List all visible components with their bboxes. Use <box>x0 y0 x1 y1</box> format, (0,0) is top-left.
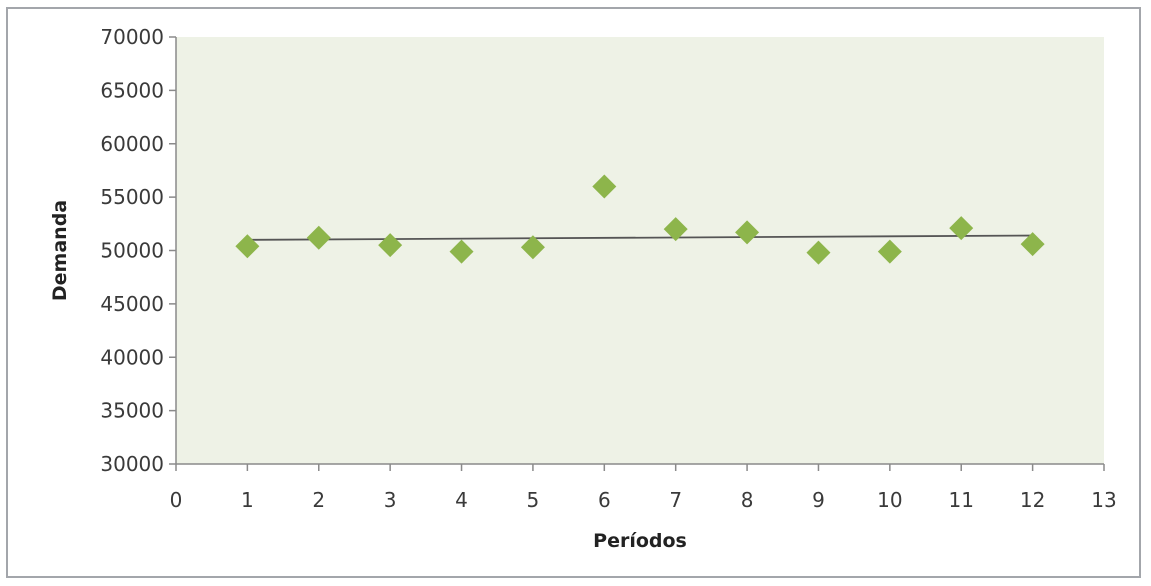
data-point-diamond <box>306 225 331 250</box>
data-point-diamond <box>806 240 831 265</box>
data-point-diamond <box>1020 232 1045 257</box>
x-tick-label: 5 <box>527 488 540 512</box>
data-point-diamond <box>449 239 474 264</box>
x-tick-label: 1 <box>241 488 254 512</box>
y-tick-label: 50000 <box>100 239 164 263</box>
trendline-group <box>247 234 1033 241</box>
x-tick-label: 13 <box>1091 488 1116 512</box>
plot-area <box>176 37 1104 464</box>
x-tick-label: 3 <box>384 488 397 512</box>
trendline <box>247 234 1033 241</box>
y-tick-label: 70000 <box>100 25 164 49</box>
x-tick-label: 2 <box>312 488 325 512</box>
y-axis: 30000 35000 40000 45000 50000 55000 60000 65000… <box>100 25 177 476</box>
data-point-diamond <box>949 216 974 241</box>
x-tick-label: 6 <box>598 488 611 512</box>
x-tick-label: 4 <box>455 488 468 512</box>
y-tick-label: 55000 <box>100 185 164 209</box>
x-axis: 0 1 2 3 4 5 6 7 8 9 10 11 12 13 <box>170 463 1117 512</box>
y-tick-label: 45000 <box>100 292 164 316</box>
y-axis-title: Demanda <box>49 200 71 301</box>
x-tick-label: 0 <box>170 488 183 512</box>
x-tick-label: 10 <box>877 488 902 512</box>
data-point-diamond <box>877 239 902 264</box>
y-tick-label: 30000 <box>100 452 164 476</box>
y-tick-label: 60000 <box>100 132 164 156</box>
data-point-diamond <box>235 234 260 259</box>
y-tick-label: 35000 <box>100 399 164 423</box>
x-tick-label: 8 <box>741 488 754 512</box>
x-tick-label: 7 <box>669 488 682 512</box>
data-point-diamond <box>735 220 760 245</box>
x-tick-label: 12 <box>1020 488 1045 512</box>
y-tick-label: 65000 <box>100 78 164 102</box>
x-tick-label: 9 <box>812 488 825 512</box>
x-tick-label: 11 <box>949 488 974 512</box>
data-point-diamond <box>663 217 688 242</box>
data-points <box>235 174 1045 265</box>
data-point-diamond <box>520 235 545 260</box>
data-point-diamond <box>592 174 617 199</box>
data-point-diamond <box>378 233 403 258</box>
y-tick-label: 40000 <box>100 345 164 369</box>
x-axis-title: Períodos <box>593 530 687 552</box>
